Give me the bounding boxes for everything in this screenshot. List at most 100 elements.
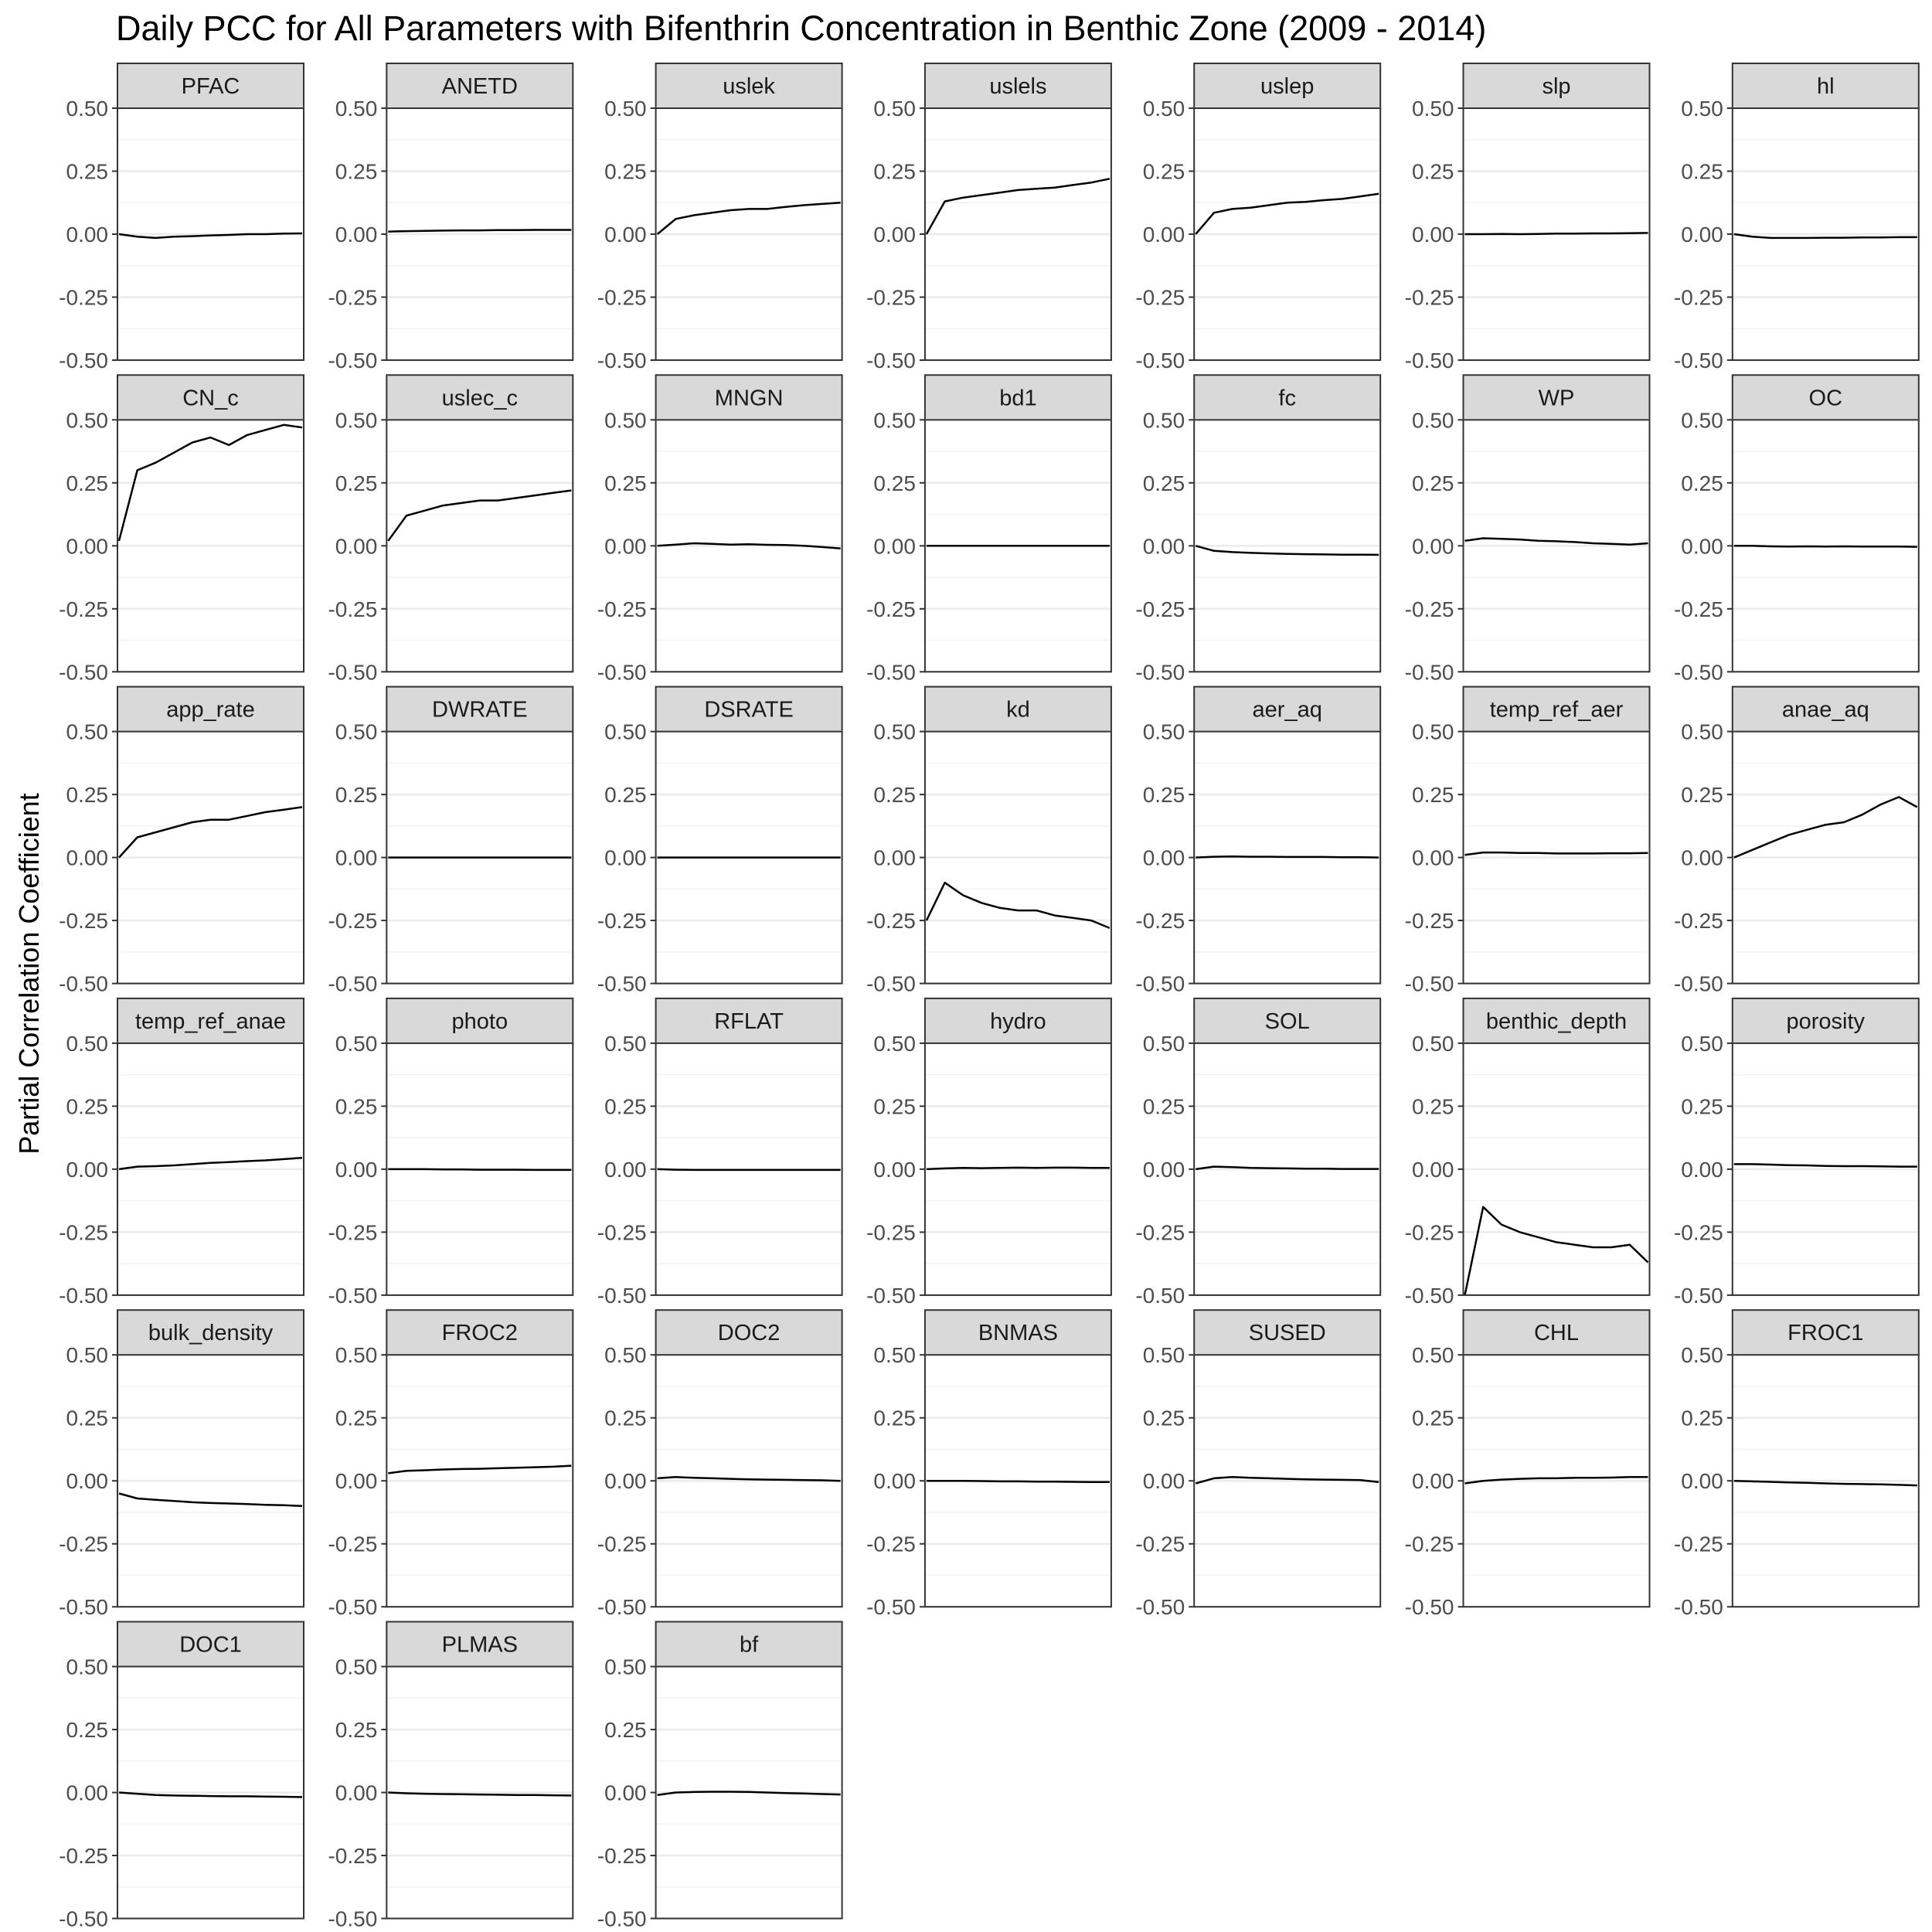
y-tick-label: 0.25 <box>66 783 109 807</box>
y-tick-label: 0.50 <box>66 97 109 121</box>
panel-border <box>655 107 843 361</box>
series-line <box>388 1464 572 1475</box>
series-line <box>388 1168 572 1172</box>
facet-strip-label: FROC1 <box>1787 1321 1863 1345</box>
y-tick-label: 0.00 <box>1412 534 1454 558</box>
y-tick-label: 0.00 <box>873 534 916 558</box>
facet-strip-label: uslels <box>989 74 1046 99</box>
series-line <box>1464 851 1648 856</box>
series-line <box>1196 1165 1379 1171</box>
y-tick-label: 0.25 <box>335 1718 378 1742</box>
y-tick-label: -0.25 <box>1135 909 1185 933</box>
y-tick-label: 0.00 <box>1681 846 1723 870</box>
y-tick-label: -0.25 <box>328 1220 377 1244</box>
y-tick-label: 0.00 <box>335 223 378 247</box>
facet-strip <box>1193 63 1382 109</box>
facet-panel: CN_c 0.50 0.25 0.00 -0.25 -0.50 <box>59 374 304 684</box>
y-tick-label: 0.00 <box>335 846 378 870</box>
y-tick-label: 0.25 <box>604 471 647 495</box>
chart-title: Daily PCC for All Parameters with Bifent… <box>116 9 1486 48</box>
y-tick-label: 0.25 <box>66 471 109 495</box>
y-tick-label: 0.50 <box>1412 97 1454 121</box>
y-tick-label: -0.25 <box>328 286 377 310</box>
y-tick-label: 0.50 <box>335 1655 378 1679</box>
series-line <box>1733 233 1917 240</box>
y-tick-label: 0.00 <box>335 534 378 558</box>
y-tick-label: -0.50 <box>1405 972 1454 996</box>
y-tick-label: -0.50 <box>866 349 916 372</box>
y-tick-label: -0.25 <box>597 1844 647 1868</box>
y-tick-label: 0.25 <box>604 1718 647 1742</box>
panel-border <box>117 1665 304 1920</box>
facet-strip-label: RFLAT <box>714 1009 784 1034</box>
facet-strip-label: FROC2 <box>442 1321 518 1345</box>
y-tick-label: 0.25 <box>1143 471 1185 495</box>
panel-border <box>1462 1354 1651 1608</box>
y-tick-label: 0.00 <box>1412 846 1454 870</box>
y-tick-label: -0.25 <box>59 1220 108 1244</box>
y-tick-label: -0.50 <box>1674 349 1723 372</box>
facet-strip <box>1193 685 1382 733</box>
y-tick-label: -0.25 <box>597 909 647 933</box>
y-tick-label: -0.50 <box>328 1595 377 1619</box>
y-tick-label: 0.50 <box>1143 1343 1185 1367</box>
y-tick-label: -0.50 <box>1405 660 1454 684</box>
y-tick-label: 0.50 <box>1143 408 1185 432</box>
facet-strip-label: DOC2 <box>718 1321 781 1345</box>
facet-strip <box>386 374 574 421</box>
facet-panel: photo 0.50 0.25 0.00 -0.25 -0.50 <box>328 997 574 1308</box>
facet-strip-label: OC <box>1809 386 1843 410</box>
y-tick-label: 0.25 <box>335 160 378 184</box>
facet-strip-label: temp_ref_aer <box>1490 698 1624 723</box>
panel-border <box>117 1042 304 1296</box>
series-line <box>925 881 1111 930</box>
facet-strip-label: fc <box>1278 386 1296 410</box>
y-tick-label: -0.25 <box>1674 286 1723 310</box>
y-tick-label: 0.00 <box>335 1158 378 1182</box>
facet-panel: SOL 0.50 0.25 0.00 -0.25 -0.50 <box>1135 997 1382 1308</box>
facet-strip-label: photo <box>452 1009 509 1034</box>
facet-panel: app_rate 0.50 0.25 0.00 -0.25 -0.50 <box>59 685 304 996</box>
y-tick-label: 0.00 <box>335 1781 378 1805</box>
y-tick-label: 0.50 <box>1412 720 1454 744</box>
y-tick-label: 0.00 <box>1681 1158 1723 1182</box>
series-line <box>117 423 303 542</box>
y-tick-label: -0.25 <box>866 1532 916 1556</box>
facet-panel: DSRATE 0.50 0.25 0.00 -0.25 -0.50 <box>597 685 843 996</box>
series-line <box>1195 1476 1379 1485</box>
y-tick-label: 0.25 <box>1143 160 1185 184</box>
panel-border <box>386 1354 574 1608</box>
y-tick-label: 0.00 <box>66 1781 109 1805</box>
facet-strip-label: anae_aq <box>1782 698 1869 723</box>
y-tick-label: -0.50 <box>328 1284 377 1308</box>
series-line <box>1733 796 1918 859</box>
panel-border <box>923 107 1112 361</box>
facet-strip <box>923 1309 1112 1356</box>
y-tick-label: 0.25 <box>1681 783 1723 807</box>
y-tick-label: 0.25 <box>1681 160 1723 184</box>
y-tick-label: 0.25 <box>335 1094 378 1118</box>
series-line <box>118 806 303 859</box>
y-tick-label: 0.00 <box>66 223 109 247</box>
facet-strip <box>117 685 304 733</box>
panel-border <box>386 419 574 673</box>
facet-panel: RFLAT 0.50 0.25 0.00 -0.25 -0.50 <box>597 997 843 1308</box>
y-tick-label: 0.25 <box>335 783 378 807</box>
y-tick-label: 0.50 <box>66 1032 109 1056</box>
panel-border <box>1193 419 1382 673</box>
facet-panel: temp_ref_aer 0.50 0.25 0.00 -0.25 -0.50 <box>1405 685 1651 996</box>
panel-border <box>655 1665 843 1920</box>
y-tick-label: 0.25 <box>873 1094 916 1118</box>
series-line <box>1464 232 1648 236</box>
y-tick-label: 0.25 <box>66 1406 109 1430</box>
panel-border <box>1462 730 1651 985</box>
y-tick-label: -0.50 <box>597 660 647 684</box>
y-tick-label: -0.50 <box>1135 1284 1185 1308</box>
y-tick-label: -0.25 <box>1674 1220 1723 1244</box>
facet-panels: PFAC 0.50 0.25 0.00 -0.25 -0.50 ANETD 0.50 0.25 0… <box>59 63 1920 1931</box>
y-tick-label: 0.00 <box>604 1469 647 1493</box>
y-tick-label: 0.25 <box>335 471 378 495</box>
y-tick-label: 0.50 <box>335 720 378 744</box>
y-tick-label: 0.50 <box>604 1032 647 1056</box>
y-tick-label: 0.00 <box>604 1781 647 1805</box>
